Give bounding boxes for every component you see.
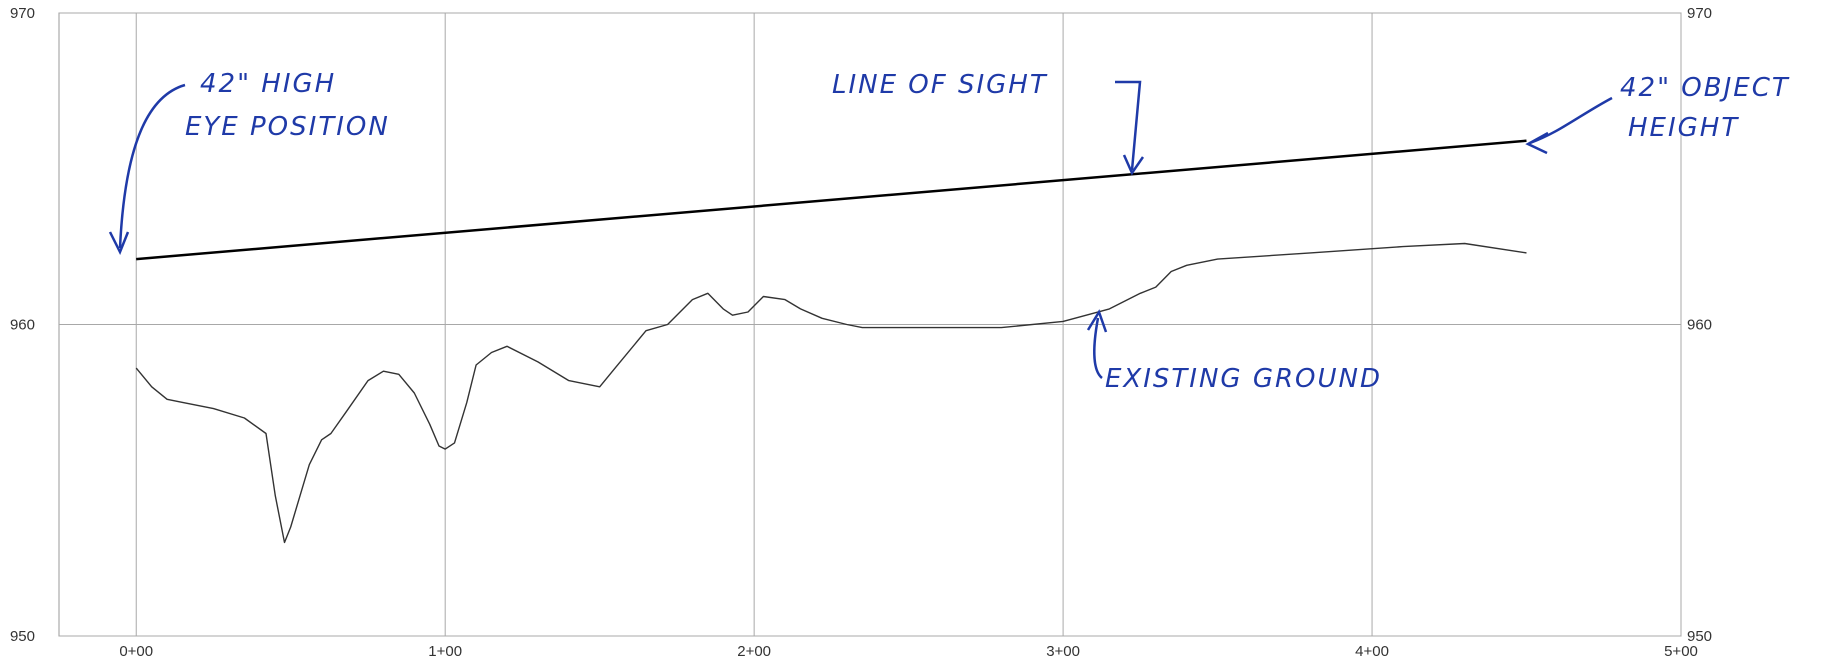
existing-ground-line	[135, 242, 1527, 544]
annotation-eye-line1: 42" HIGH	[200, 69, 336, 99]
series-layer	[135, 139, 1527, 544]
annotation-object-line1: 42" OBJECT	[1620, 73, 1790, 103]
annotation-object: 42" OBJECT HEIGHT	[1525, 73, 1790, 155]
annotation-ground-text: EXISTING GROUND	[1105, 364, 1382, 394]
y-tick-label-left: 960	[10, 317, 35, 334]
annotation-los-text: LINE OF SIGHT	[832, 70, 1048, 100]
y-tick-label-right: 970	[1687, 5, 1712, 22]
annotation-eye-line2: EYE POSITION	[185, 112, 390, 142]
annotation-object-arrowhead	[1525, 131, 1549, 155]
annotation-los-arrow	[1115, 80, 1142, 171]
annotation-eye: 42" HIGH EYE POSITION	[108, 69, 390, 256]
annotation-eye-arrow	[118, 83, 186, 249]
x-tick-label: 5+00	[1664, 643, 1698, 660]
grid	[59, 12, 1682, 637]
y-tick-label-left: 970	[10, 5, 35, 22]
annotation-line-of-sight: LINE OF SIGHT	[832, 70, 1145, 176]
annotation-ground: EXISTING GROUND	[1086, 309, 1382, 394]
y-tick-label-left: 950	[10, 628, 35, 645]
annotation-eye-arrowhead	[108, 231, 130, 256]
annotation-los-arrowhead	[1122, 154, 1145, 176]
x-tick-label: 3+00	[1046, 643, 1080, 660]
x-tick-label: 4+00	[1355, 643, 1389, 660]
annotation-ground-arrowhead	[1086, 309, 1108, 333]
annotation-ground-arrow	[1093, 317, 1103, 379]
annotation-object-line2: HEIGHT	[1628, 113, 1739, 143]
line-of-sight-line	[136, 139, 1527, 261]
x-tick-label: 1+00	[428, 643, 462, 660]
y-tick-label-right: 950	[1687, 628, 1712, 645]
y-tick-label-right: 960	[1687, 317, 1712, 334]
x-tick-label: 2+00	[737, 643, 771, 660]
x-tick-label: 0+00	[119, 643, 153, 660]
